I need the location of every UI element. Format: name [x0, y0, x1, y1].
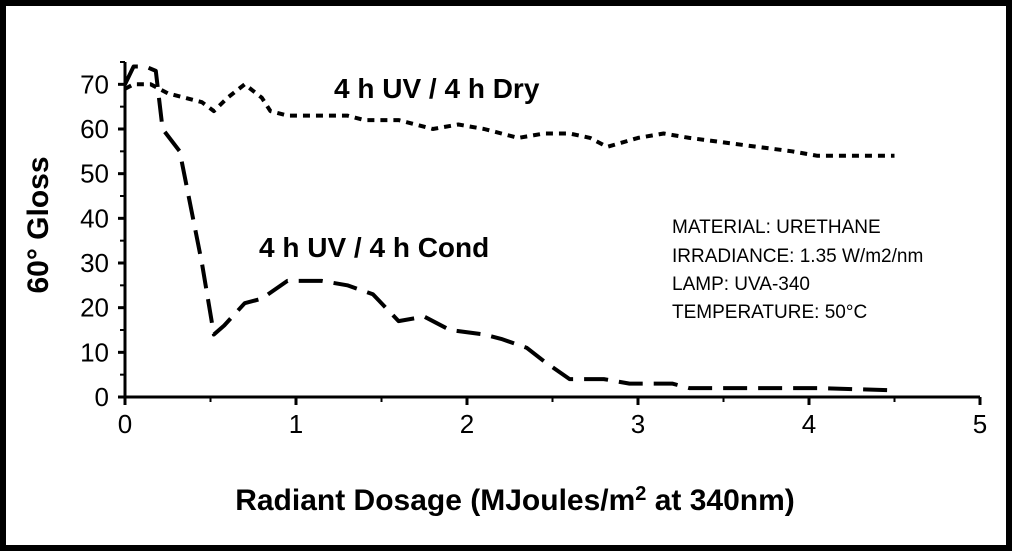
x-tick-label: 5 [973, 409, 987, 439]
series-line-dry [124, 82, 895, 158]
annotation-lamp: LAMP: UVA-340 [672, 274, 810, 295]
chart-frame [6, 6, 1006, 545]
y-tick-label: 10 [80, 337, 109, 367]
x-axis-title: Radiant Dosage (MJoules/m2 at 340nm) [235, 483, 795, 517]
series-line-cond [123, 64, 895, 393]
annotation-irradiance: IRRADIANCE: 1.35 W/m2/nm [672, 246, 923, 267]
annotation-temperature: TEMPERATURE: 50°C [672, 302, 867, 323]
series-label-cond: 4 h UV / 4 h Cond [259, 232, 489, 263]
series-group [123, 64, 895, 393]
x-tick-label: 0 [118, 409, 132, 439]
x-tick-label: 2 [460, 409, 474, 439]
y-tick-label: 50 [80, 159, 109, 189]
series-label-dry: 4 h UV / 4 h Dry [334, 73, 540, 104]
y-tick-label: 20 [80, 293, 109, 323]
y-tick-label: 70 [80, 69, 109, 99]
y-tick-label: 0 [95, 382, 109, 412]
x-tick-label: 1 [289, 409, 303, 439]
annotation-material: MATERIAL: URETHANE [672, 217, 881, 238]
x-tick-label: 4 [802, 409, 816, 439]
x-axis-title-superscript: 2 [635, 483, 646, 505]
x-axis-title-rest: at 340nm) [646, 484, 794, 517]
x-tick-label: 3 [631, 409, 645, 439]
y-tick-label: 40 [80, 203, 109, 233]
y-axis-title: 60° Gloss [22, 156, 55, 293]
y-tick-label: 30 [80, 248, 109, 278]
x-axis-title-main: Radiant Dosage (MJoules/m [235, 484, 635, 517]
y-tick-label: 60 [80, 114, 109, 144]
